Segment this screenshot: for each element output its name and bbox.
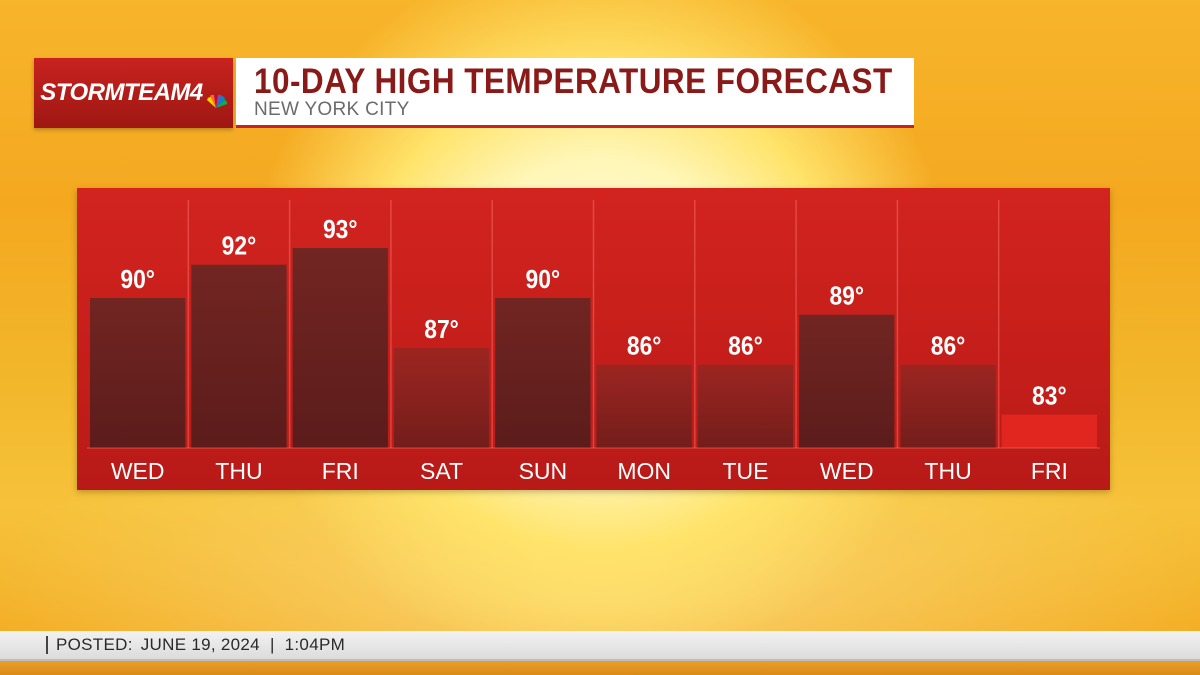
bar-thu-1 xyxy=(191,264,287,448)
day-label: FRI xyxy=(322,458,359,484)
footer-accent xyxy=(0,661,1200,675)
value-label: 93° xyxy=(323,216,358,245)
posted-date: JUNE 19, 2024 xyxy=(140,635,260,654)
value-label: 83° xyxy=(1032,382,1067,411)
footer-divider xyxy=(46,636,48,654)
day-label: WED xyxy=(111,458,165,484)
forecast-chart: 90° WED 92° THU 93° FRI 87° SAT 90° SUN 86° MON 86° T… xyxy=(77,188,1110,490)
day-label: WED xyxy=(820,458,874,484)
day-label: FRI xyxy=(1031,458,1068,484)
bar-wed-0 xyxy=(90,298,186,448)
day-label: THU xyxy=(924,458,971,484)
day-label: TUE xyxy=(722,458,768,484)
value-label: 86° xyxy=(627,332,662,361)
value-label: 86° xyxy=(931,332,966,361)
peacock-icon xyxy=(205,88,227,108)
value-label: 92° xyxy=(222,232,257,261)
stormteam4-logo: STORMTEAM4 xyxy=(34,58,233,128)
value-label: 86° xyxy=(728,332,763,361)
bar-fri-2 xyxy=(292,248,388,448)
bar-thu-8 xyxy=(900,364,996,448)
forecast-chart-svg: 90° WED 92° THU 93° FRI 87° SAT 90° SUN 86° MON 86° T… xyxy=(87,200,1100,484)
value-label: 90° xyxy=(120,266,155,295)
bar-sun-4 xyxy=(495,298,591,448)
posted-time: 1:04PM xyxy=(284,635,346,654)
day-label: SAT xyxy=(420,458,463,484)
bar-fri-9 xyxy=(1001,414,1097,448)
bar-wed-7 xyxy=(799,314,895,448)
value-label: 87° xyxy=(424,316,459,345)
value-label: 90° xyxy=(526,266,561,295)
logo-text: STORMTEAM4 xyxy=(40,79,203,106)
bar-sat-3 xyxy=(393,348,490,448)
day-label: SUN xyxy=(519,458,568,484)
footer-separator: | xyxy=(269,635,275,654)
bar-tue-6 xyxy=(697,364,794,448)
posted-label: POSTED: xyxy=(56,635,133,654)
value-label: 89° xyxy=(829,282,864,311)
title-panel: 10-DAY HIGH TEMPERATURE FORECAST NEW YOR… xyxy=(236,58,914,128)
day-label: THU xyxy=(215,458,262,484)
chart-title: 10-DAY HIGH TEMPERATURE FORECAST xyxy=(254,62,893,101)
footer-bar: POSTED: JUNE 19, 2024 | 1:04PM xyxy=(0,631,1200,661)
day-label: MON xyxy=(617,458,671,484)
chart-subtitle: NEW YORK CITY xyxy=(254,99,410,120)
bar-mon-5 xyxy=(596,364,692,448)
